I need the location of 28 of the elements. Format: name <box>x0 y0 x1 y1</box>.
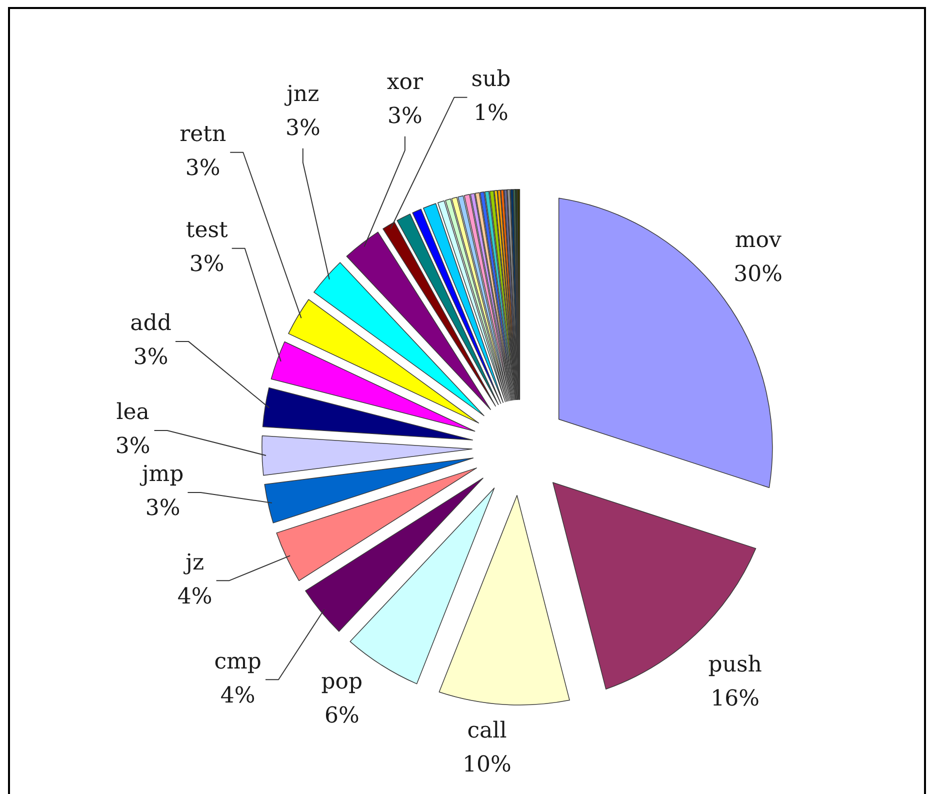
data-label: 16% <box>710 686 760 712</box>
slice-label: test <box>186 218 228 244</box>
slice-label: jz <box>182 550 204 576</box>
data-label: 1% <box>474 101 508 126</box>
slice-label: mov <box>734 228 782 254</box>
slice-label: call <box>467 718 507 744</box>
data-label: 3% <box>285 116 320 142</box>
data-label: 3% <box>189 252 224 278</box>
data-label: 3% <box>387 104 422 130</box>
data-label: 3% <box>133 345 168 370</box>
slice-label: cmp <box>214 649 262 674</box>
slice-label: sub <box>471 67 511 92</box>
slice-label: pop <box>321 669 363 694</box>
data-label: 4% <box>220 683 256 708</box>
slice-label: add <box>130 311 172 336</box>
data-label: 3% <box>145 496 180 522</box>
data-label: 4% <box>177 584 212 610</box>
data-label: 30% <box>734 262 783 288</box>
data-label: 6% <box>324 703 360 728</box>
data-label: 3% <box>185 156 220 182</box>
data-label: 3% <box>115 434 150 460</box>
slice-label: jmp <box>138 462 184 488</box>
slice-label: retn <box>180 122 226 148</box>
slice-label: jnz <box>284 82 320 108</box>
slice-label: lea <box>116 400 150 426</box>
slice-label: push <box>708 652 762 678</box>
data-label: 10% <box>462 752 512 778</box>
slice-label: xor <box>386 70 424 96</box>
